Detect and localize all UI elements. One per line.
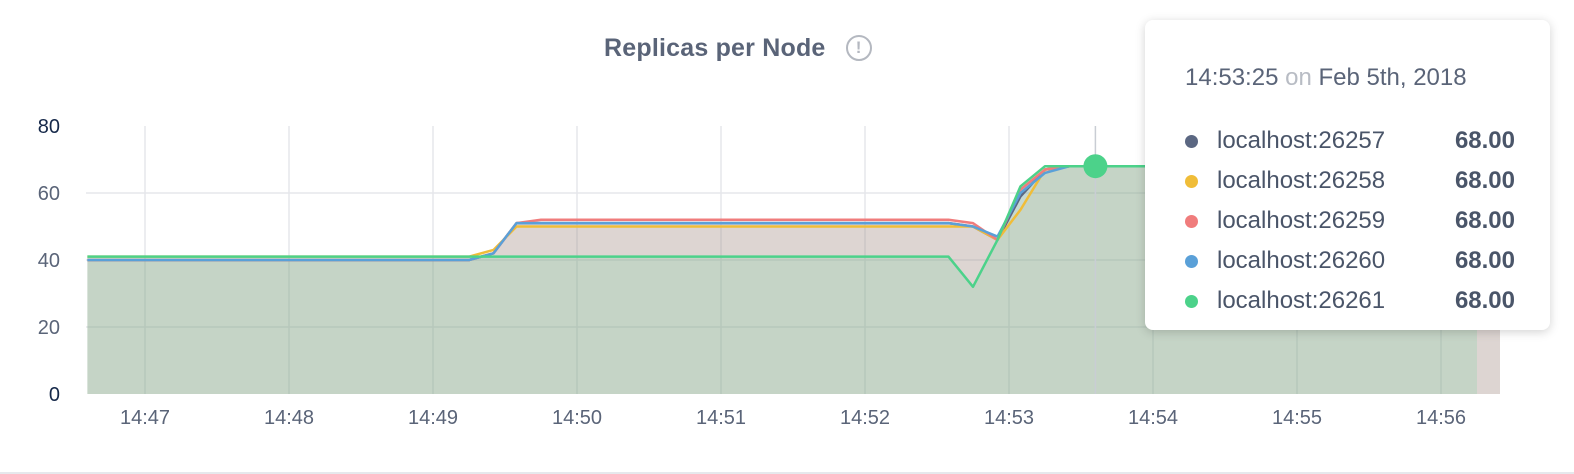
x-tick-label: 14:53 (984, 407, 1034, 429)
tooltip-on: on (1285, 64, 1312, 91)
tooltip-series-value: 68.00 (1454, 247, 1515, 274)
tooltip-row: localhost:26257 68.00 (1185, 121, 1515, 161)
series-line (87, 164, 1477, 289)
hover-point (1083, 154, 1108, 179)
tooltip-series-value: 68.00 (1454, 287, 1515, 314)
x-tick-label: 14:50 (552, 407, 602, 429)
series-dot (1185, 294, 1198, 308)
x-tick-label: 14:55 (1272, 407, 1322, 429)
series-dot (1185, 254, 1198, 268)
title-row: Replicas per Node ! (604, 30, 872, 66)
series-dot (1185, 214, 1198, 228)
tooltip-row: localhost:26259 68.00 (1185, 201, 1515, 241)
tooltip-series-name: localhost:26261 (1217, 287, 1386, 314)
y-tick-label: 60 (38, 183, 60, 205)
tooltip-header: 14:53:25 on Feb 5th, 2018 (1185, 64, 1467, 92)
tooltip-series-value: 68.00 (1454, 167, 1515, 194)
tooltip-series-name: localhost:26260 (1217, 247, 1386, 274)
y-tick-label: 80 (38, 116, 60, 138)
tooltip-row: localhost:26261 68.00 (1185, 281, 1515, 321)
series-line (87, 164, 1500, 262)
x-tick-label: 14:51 (696, 407, 746, 429)
y-tick-label: 20 (38, 317, 60, 339)
x-tick-label: 14:56 (1416, 407, 1466, 429)
series-dot (1185, 174, 1198, 188)
tooltip-time: 14:53:25 (1185, 64, 1279, 91)
x-tick-label: 14:49 (408, 407, 458, 429)
chart-hover (1083, 126, 1108, 394)
series-dot (1185, 134, 1198, 148)
tooltip-series-value: 68.00 (1454, 127, 1515, 154)
chart-lines (87, 164, 1500, 289)
tooltip-series-value: 68.00 (1454, 207, 1515, 234)
x-tick-label: 14:48 (264, 407, 314, 429)
y-tick-label: 0 (49, 384, 60, 406)
tooltip-row: localhost:26260 68.00 (1185, 241, 1515, 281)
x-tick-label: 14:54 (1128, 407, 1178, 429)
tooltip-series-name: localhost:26259 (1217, 207, 1386, 234)
x-axis: 14:47 14:48 14:49 14:50 14:51 14:52 14:53 14:54… (120, 407, 1466, 429)
series-area (87, 166, 1477, 394)
tooltip-row: localhost:26258 68.00 (1185, 161, 1515, 201)
x-tick-label: 14:47 (120, 407, 170, 429)
x-tick-label: 14:52 (840, 407, 890, 429)
tooltip-series-name: localhost:26258 (1217, 167, 1386, 194)
y-tick-label: 40 (38, 250, 60, 272)
tooltip-date: Feb 5th, 2018 (1318, 64, 1467, 91)
chart-tooltip: 14:53:25 on Feb 5th, 2018 localhost:2625… (1145, 20, 1550, 330)
tooltip-series-name: localhost:26257 (1217, 127, 1386, 154)
exclamation-circle-icon[interactable]: ! (845, 35, 872, 61)
chart-title: Replicas per Node (604, 33, 826, 62)
y-axis: 0 20 40 60 80 (38, 116, 60, 406)
